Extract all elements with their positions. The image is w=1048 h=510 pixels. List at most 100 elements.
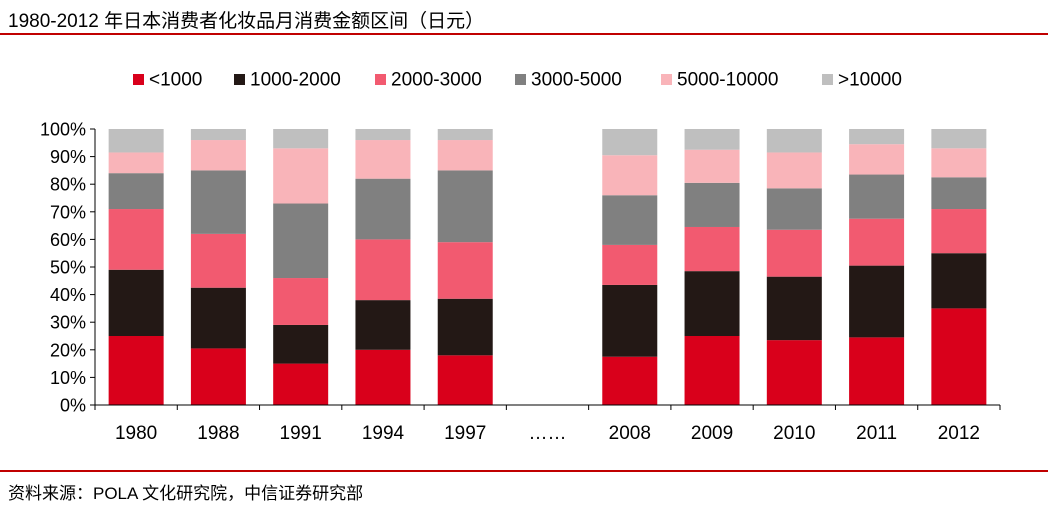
x-tick-label: …… xyxy=(529,423,567,444)
bar-segment xyxy=(602,129,658,156)
chart-legend: <1000 1000-2000 2000-3000 3000-5000 5000-100… xyxy=(133,70,902,91)
bar-segment xyxy=(766,229,822,277)
bar-segment xyxy=(849,144,905,175)
bar-segment xyxy=(684,226,740,272)
bar-segment xyxy=(849,265,905,338)
bar-segment xyxy=(437,242,493,299)
bar-segment xyxy=(931,148,987,178)
legend-label: 3000-5000 xyxy=(531,70,622,91)
bar-segment xyxy=(602,284,658,357)
bar-segment xyxy=(273,148,329,204)
x-tick-label: 1997 xyxy=(444,423,486,444)
bar-segment xyxy=(437,170,493,243)
bar-segment xyxy=(766,340,822,405)
y-tick-label: 20% xyxy=(50,340,86,360)
x-axis: 1980 1988 1991 1994 1997 …… 2008 2009 2010 2011 20… xyxy=(94,404,1001,444)
stacked-bar-chart: <1000 1000-2000 2000-3000 3000-5000 5000-100… xyxy=(40,70,1001,444)
bar-segment xyxy=(931,129,987,149)
bar-segment xyxy=(190,233,246,288)
bar-segment xyxy=(684,336,740,405)
bar-segment xyxy=(108,152,164,174)
title-divider xyxy=(0,33,1048,35)
bar-segment xyxy=(849,337,905,405)
bar-segment xyxy=(190,170,246,234)
legend-swatch xyxy=(822,74,833,85)
legend-swatch xyxy=(515,74,526,85)
bar-segment xyxy=(190,287,246,349)
bar-segment xyxy=(602,356,658,405)
y-tick-label: 80% xyxy=(50,175,86,195)
legend-swatch xyxy=(133,74,144,85)
bar-segment xyxy=(931,253,987,309)
x-tick-label: 2010 xyxy=(773,423,815,444)
y-tick-label: 0% xyxy=(60,396,86,416)
source-note: 资料来源：POLA 文化研究院，中信证券研究部 xyxy=(8,484,364,503)
bar-segment xyxy=(437,129,493,141)
bar-segment xyxy=(684,271,740,336)
legend-swatch xyxy=(234,74,245,85)
bar-segment xyxy=(273,324,329,364)
bar-segment xyxy=(602,195,658,245)
legend-swatch xyxy=(375,74,386,85)
y-tick-label: 90% xyxy=(50,147,86,167)
bar-segment xyxy=(273,363,329,405)
bar-segment xyxy=(602,244,658,285)
legend-label: >10000 xyxy=(838,70,902,91)
y-axis: 0% 10% 20% 30% 40% 50% 60% 70% 80% 90% 100% xyxy=(40,120,96,416)
x-tick-label: 2008 xyxy=(609,423,651,444)
bar-segment xyxy=(108,336,164,405)
y-tick-label: 30% xyxy=(50,313,86,333)
bar-segment xyxy=(108,269,164,336)
x-tick-label: 1991 xyxy=(280,423,322,444)
y-tick-label: 10% xyxy=(50,368,86,388)
bar-segment xyxy=(849,218,905,266)
bar-segment xyxy=(602,155,658,196)
bar-segment xyxy=(931,308,987,405)
legend-label: <1000 xyxy=(149,70,202,91)
bar-segment xyxy=(355,129,411,141)
bar-segment xyxy=(108,129,164,153)
page-title: 1980-2012 年日本消费者化妆品月消费金额区间（日元） xyxy=(8,11,485,32)
bar-segment xyxy=(108,209,164,270)
bar-segment xyxy=(355,239,411,301)
y-tick-label: 50% xyxy=(50,258,86,278)
bar-segment xyxy=(355,178,411,240)
x-tick-label: 2009 xyxy=(691,423,733,444)
x-tick-label: 2011 xyxy=(856,423,897,444)
legend-label: 5000-10000 xyxy=(677,70,778,91)
x-tick-label: 2012 xyxy=(938,423,980,444)
bar-segment xyxy=(190,348,246,405)
bar-segment xyxy=(849,129,905,145)
bar-segment xyxy=(931,209,987,254)
legend-label: 2000-3000 xyxy=(391,70,482,91)
bar-segment xyxy=(766,188,822,230)
bar-segment xyxy=(355,140,411,179)
bar-segment xyxy=(355,349,411,405)
bar-segment xyxy=(684,182,740,227)
bar-segment xyxy=(766,152,822,189)
bar-segment xyxy=(684,149,740,183)
bar-segment xyxy=(273,129,329,149)
legend-swatch xyxy=(661,74,672,85)
y-tick-label: 70% xyxy=(50,202,86,222)
bar-segment xyxy=(766,129,822,153)
source-divider xyxy=(0,470,1048,472)
bar-segment xyxy=(355,300,411,350)
bar-segment xyxy=(849,174,905,219)
x-tick-label: 1980 xyxy=(115,423,157,444)
bar-segment xyxy=(273,203,329,279)
bar-segment xyxy=(108,173,164,210)
x-tick-label: 1988 xyxy=(197,423,239,444)
bar-segment xyxy=(766,276,822,341)
x-tick-label: 1994 xyxy=(362,423,405,444)
y-tick-label: 60% xyxy=(50,230,86,250)
bar-segment xyxy=(190,140,246,171)
bar-segment xyxy=(931,177,987,210)
y-tick-label: 40% xyxy=(50,285,86,305)
y-tick-label: 100% xyxy=(40,120,86,140)
bar-series xyxy=(108,129,987,405)
bar-segment xyxy=(437,355,493,405)
legend-label: 1000-2000 xyxy=(250,70,341,91)
bar-segment xyxy=(684,129,740,150)
bar-segment xyxy=(190,129,246,141)
